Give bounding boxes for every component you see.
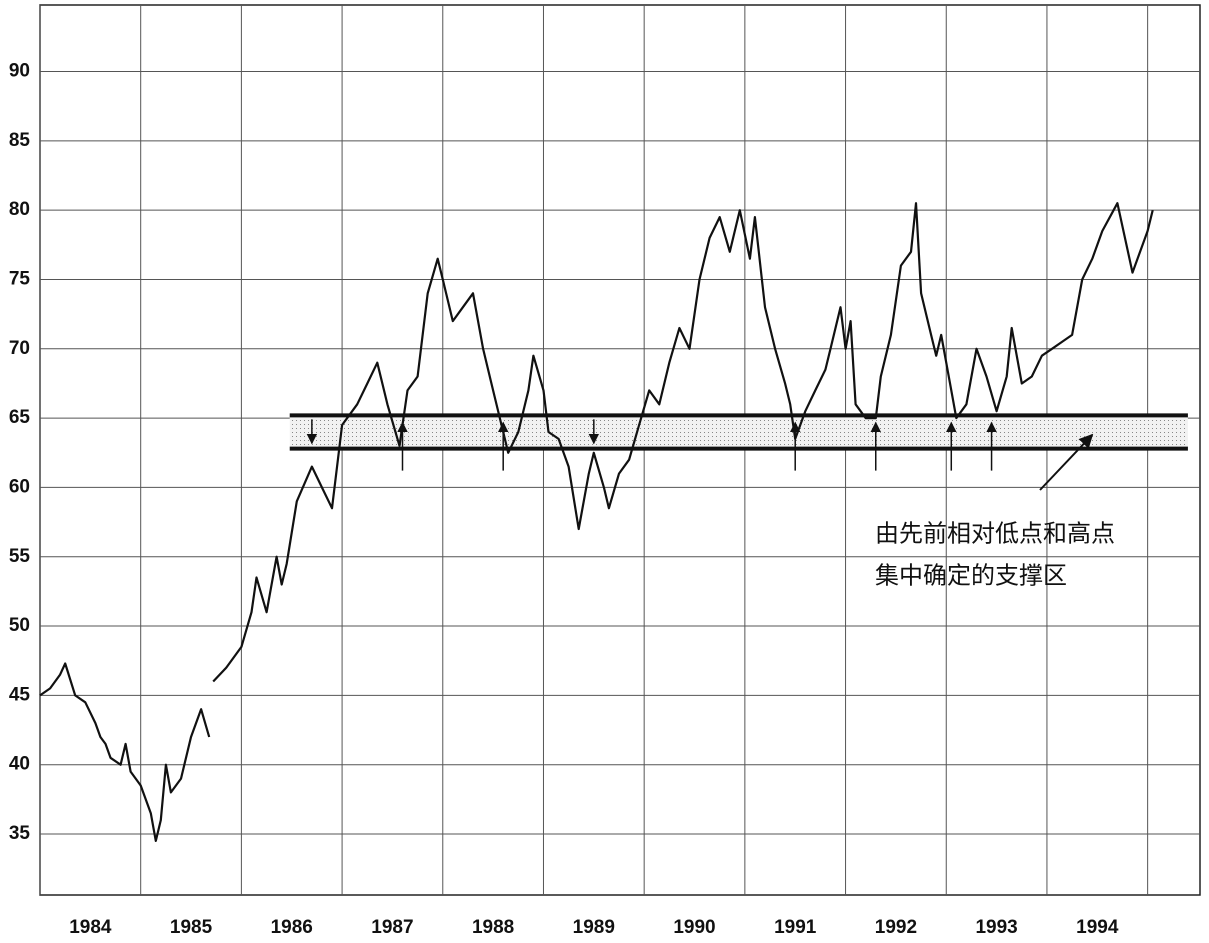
x-tick-label: 1984 xyxy=(69,917,112,938)
price-line xyxy=(39,202,1154,842)
x-tick-label: 1986 xyxy=(271,917,313,938)
x-tick-label: 1987 xyxy=(371,917,413,938)
y-tick-label: 80 xyxy=(9,199,30,220)
y-tick-label: 85 xyxy=(9,130,31,151)
y-tick-label: 40 xyxy=(9,754,30,775)
x-tick-label: 1993 xyxy=(975,917,1017,938)
annotation-leader xyxy=(1039,433,1094,491)
support-zone xyxy=(289,415,1188,449)
y-tick-label: 65 xyxy=(9,407,31,428)
annotation-text: 集中确定的支撑区 xyxy=(875,562,1067,589)
x-tick-label: 1988 xyxy=(472,917,514,938)
y-tick-label: 55 xyxy=(9,546,31,567)
y-tick-label: 60 xyxy=(9,476,30,497)
y-tick-label: 45 xyxy=(9,684,31,705)
annotation-text: 由先前相对低点和高点 xyxy=(875,520,1115,547)
x-tick-label: 1985 xyxy=(170,917,213,938)
y-tick-label: 75 xyxy=(9,269,31,290)
x-tick-label: 1994 xyxy=(1076,917,1119,938)
y-tick-label: 35 xyxy=(9,823,31,844)
x-tick-label: 1990 xyxy=(673,917,715,938)
x-tick-label: 1991 xyxy=(774,917,817,938)
y-tick-label: 70 xyxy=(9,338,30,359)
x-tick-label: 1989 xyxy=(573,917,615,938)
y-tick-label: 50 xyxy=(9,615,30,636)
y-tick-label: 90 xyxy=(9,61,30,82)
x-tick-label: 1992 xyxy=(875,917,917,938)
